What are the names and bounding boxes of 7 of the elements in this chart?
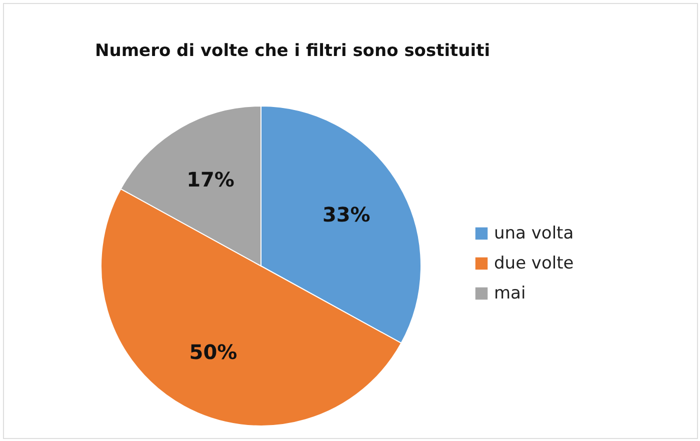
data-label: 33% xyxy=(322,202,370,227)
legend-label: due volte xyxy=(494,254,574,274)
data-label: 17% xyxy=(186,168,234,192)
legend-label: mai xyxy=(494,284,526,304)
data-label: 50% xyxy=(189,340,238,364)
chart-title: Numero di volte che i filtri sono sostituiti xyxy=(95,41,490,61)
legend-label: una volta xyxy=(494,224,574,244)
